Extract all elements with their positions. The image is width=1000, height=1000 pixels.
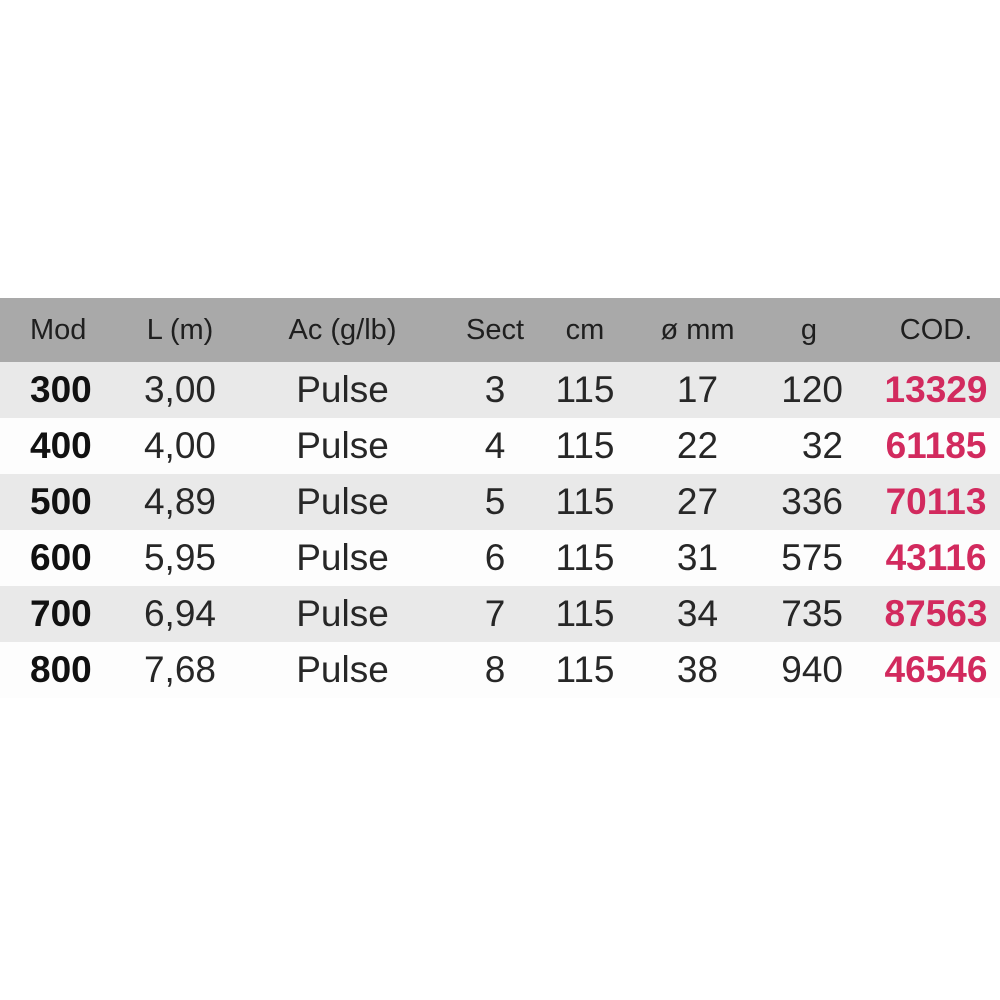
cell-diameter: 27 xyxy=(676,481,719,522)
cell-code: 70113 xyxy=(885,481,987,522)
cell-action: Pulse xyxy=(296,369,389,410)
cell-length: 7,68 xyxy=(143,649,216,690)
cell-mod: 800 xyxy=(30,649,92,690)
cell-weight: 32 xyxy=(801,425,843,466)
cell-diameter: 17 xyxy=(676,369,719,410)
table-header-row: Mod L (m) Ac (g/lb) Sect cm ø mm g COD. xyxy=(0,298,1000,362)
column-header-cm: cm xyxy=(550,298,620,362)
cell-diameter: 38 xyxy=(676,649,719,690)
cell-code: 87563 xyxy=(884,593,988,634)
table-row: 300 3,00 Pulse 3 115 17 120 13329 xyxy=(0,362,1000,418)
cell-code: 46546 xyxy=(884,649,988,690)
column-header-action: Ac (g/lb) xyxy=(245,298,440,362)
cell-cm: 115 xyxy=(555,369,615,410)
table-row: 700 6,94 Pulse 7 115 34 735 87563 xyxy=(0,586,1000,642)
cell-code: 61185 xyxy=(885,425,987,466)
cell-length: 4,89 xyxy=(143,481,216,522)
product-spec-table-section: Mod L (m) Ac (g/lb) Sect cm ø mm g COD. … xyxy=(0,298,1000,698)
cell-cm: 115 xyxy=(555,481,615,522)
cell-mod: 600 xyxy=(30,537,92,578)
cell-action: Pulse xyxy=(296,481,389,522)
cell-action: Pulse xyxy=(296,537,389,578)
table-row: 800 7,68 Pulse 8 115 38 940 46546 xyxy=(0,642,1000,698)
cell-length: 4,00 xyxy=(143,425,216,466)
column-header-weight: g xyxy=(775,298,872,362)
cell-code: 13329 xyxy=(884,369,988,410)
cell-length: 3,00 xyxy=(143,369,216,410)
cell-cm: 115 xyxy=(555,593,615,634)
cell-cm: 115 xyxy=(555,537,615,578)
cell-sections: 7 xyxy=(484,593,506,634)
cell-action: Pulse xyxy=(296,593,389,634)
cell-sections: 8 xyxy=(484,649,506,690)
column-header-code: COD. xyxy=(872,298,1000,362)
column-header-diameter: ø mm xyxy=(620,298,775,362)
cell-mod: 300 xyxy=(30,369,92,410)
cell-diameter: 34 xyxy=(676,593,719,634)
cell-weight: 120 xyxy=(781,369,843,410)
cell-weight: 575 xyxy=(781,537,843,578)
cell-weight: 940 xyxy=(781,649,843,690)
column-header-mod: Mod xyxy=(0,298,115,362)
cell-mod: 400 xyxy=(30,425,92,466)
cell-cm: 115 xyxy=(555,649,615,690)
cell-code: 43116 xyxy=(885,537,987,578)
table-row: 500 4,89 Pulse 5 115 27 336 70113 xyxy=(0,474,1000,530)
cell-sections: 3 xyxy=(484,369,506,410)
table-row: 600 5,95 Pulse 6 115 31 575 43116 xyxy=(0,530,1000,586)
cell-sections: 6 xyxy=(484,537,506,578)
cell-action: Pulse xyxy=(296,425,389,466)
cell-mod: 500 xyxy=(30,481,92,522)
cell-diameter: 22 xyxy=(676,425,719,466)
cell-length: 6,94 xyxy=(143,593,216,634)
cell-length: 5,95 xyxy=(143,537,216,578)
column-header-length: L (m) xyxy=(115,298,245,362)
cell-weight: 735 xyxy=(781,593,843,634)
cell-action: Pulse xyxy=(296,649,389,690)
cell-weight: 336 xyxy=(781,481,843,522)
cell-sections: 4 xyxy=(484,425,506,466)
cell-mod: 700 xyxy=(30,593,92,634)
cell-cm: 115 xyxy=(555,425,615,466)
table-row: 400 4,00 Pulse 4 115 22 32 61185 xyxy=(0,418,1000,474)
cell-diameter: 31 xyxy=(676,537,719,578)
cell-sections: 5 xyxy=(484,481,506,522)
product-spec-table: Mod L (m) Ac (g/lb) Sect cm ø mm g COD. … xyxy=(0,298,1000,698)
column-header-sections: Sect xyxy=(440,298,550,362)
